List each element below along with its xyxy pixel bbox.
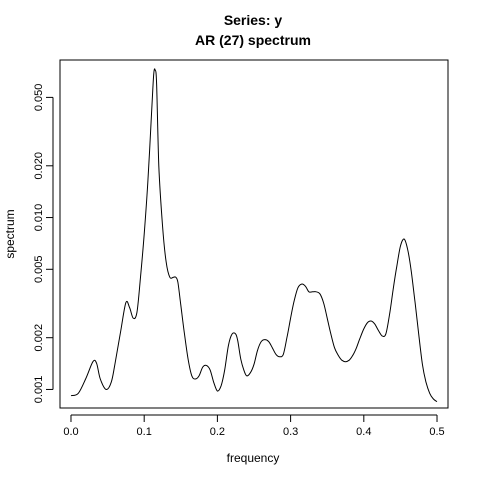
y-axis: 0.001 0.002 0.005 0.010 0.020 0.050 <box>33 84 54 404</box>
y-tick-label: 0.020 <box>33 152 45 180</box>
y-tick-label: 0.010 <box>33 204 45 232</box>
x-tick-label: 0.0 <box>63 426 78 438</box>
y-axis-label: spectrum <box>3 209 17 258</box>
plot-frame <box>59 59 449 409</box>
y-tick-label: 0.005 <box>33 256 45 284</box>
chart-title: Series: y <box>224 12 283 28</box>
spectrum-line <box>70 68 438 403</box>
y-tick-label: 0.002 <box>33 324 45 352</box>
x-tick-label: 0.5 <box>429 426 444 438</box>
x-tick-label: 0.4 <box>356 426 371 438</box>
x-tick-label: 0.3 <box>283 426 298 438</box>
y-tick-label: 0.050 <box>33 84 45 112</box>
chart-subtitle: AR (27) spectrum <box>195 32 311 48</box>
y-tick-label: 0.001 <box>33 376 45 404</box>
x-axis-label: frequency <box>227 451 280 465</box>
x-tick-label: 0.1 <box>137 426 152 438</box>
x-axis: 0.0 0.1 0.2 0.3 0.4 0.5 <box>63 414 445 438</box>
x-tick-label: 0.2 <box>210 426 225 438</box>
